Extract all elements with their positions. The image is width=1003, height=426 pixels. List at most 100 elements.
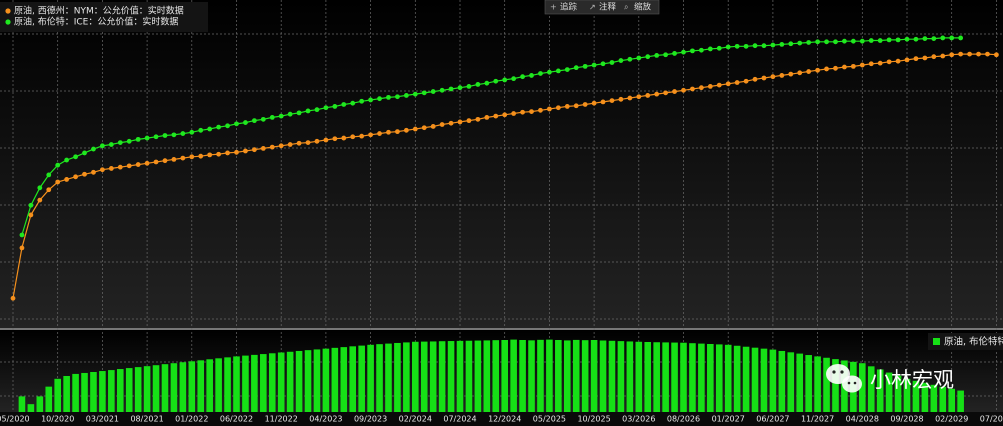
data-point: [824, 39, 829, 45]
toolbar-button[interactable]: 注释: [599, 2, 617, 13]
x-tick-label: 08/2026: [667, 415, 700, 424]
data-point: [520, 74, 525, 80]
data-point: [877, 38, 883, 43]
bar: [501, 340, 508, 412]
data-point: [547, 69, 552, 75]
bar: [72, 373, 79, 412]
data-point: [690, 48, 695, 54]
data-point: [663, 52, 669, 58]
data-point: [287, 142, 293, 147]
x-tick-label: 01/2022: [175, 415, 208, 424]
watermark-icon: [826, 364, 862, 393]
data-point: [448, 86, 454, 92]
bar: [143, 366, 151, 412]
data-point: [28, 212, 34, 218]
data-point: [350, 100, 356, 106]
data-point: [457, 119, 463, 125]
bar: [483, 340, 491, 412]
data-point: [73, 154, 78, 160]
legend-label: 原油, 布伦特：ICE：公允价值：实时数据: [14, 16, 178, 28]
data-point: [850, 38, 856, 44]
bar: [340, 347, 348, 412]
data-point: [761, 75, 767, 81]
bar: [179, 362, 187, 412]
data-point: [850, 63, 856, 69]
data-point: [439, 87, 445, 93]
data-point: [323, 137, 329, 143]
data-point: [815, 39, 820, 45]
data-point: [100, 167, 105, 173]
data-point: [743, 43, 749, 49]
data-point: [573, 103, 579, 109]
bar: [653, 342, 660, 412]
data-point: [64, 157, 70, 163]
toolbar-button[interactable]: 追踪: [560, 2, 578, 13]
bar: [36, 396, 44, 412]
data-point: [859, 38, 865, 44]
data-point: [260, 116, 266, 122]
data-point: [403, 93, 409, 98]
data-point: [886, 59, 892, 65]
data-point: [904, 57, 910, 63]
data-point: [198, 127, 204, 133]
bar: [474, 340, 482, 412]
x-tick-label: 10/2025: [577, 415, 610, 424]
data-point: [770, 42, 776, 48]
bar: [63, 376, 70, 412]
data-point: [609, 98, 615, 104]
bar: [367, 344, 374, 412]
bar: [581, 340, 589, 412]
bar: [420, 341, 428, 412]
data-point: [82, 171, 87, 177]
bar: [698, 343, 705, 412]
data-point: [716, 45, 722, 51]
x-tick-label: 07/2024: [443, 415, 476, 424]
data-point: [538, 107, 543, 113]
data-point: [824, 66, 829, 72]
data-point: [672, 51, 677, 56]
bar: [108, 370, 115, 412]
bar: [555, 340, 562, 412]
bar: [152, 365, 160, 412]
data-point: [600, 61, 606, 67]
data-point: [171, 132, 177, 138]
data-point: [502, 77, 508, 83]
data-point: [64, 177, 70, 182]
data-point: [886, 37, 892, 43]
data-point: [609, 60, 615, 65]
data-point: [135, 162, 141, 167]
x-tick-label: 10/2020: [41, 415, 74, 424]
data-point: [564, 104, 570, 109]
bar: [304, 350, 312, 412]
data-point: [645, 93, 651, 98]
data-point: [868, 38, 874, 43]
bar: [805, 355, 812, 412]
data-point: [144, 135, 150, 141]
data-point: [788, 71, 794, 77]
data-point: [654, 91, 660, 97]
bar: [814, 356, 821, 412]
data-point: [725, 44, 731, 50]
data-point: [448, 120, 454, 126]
toolbar-icon: ↗: [589, 3, 596, 12]
data-point: [386, 94, 391, 100]
data-point: [207, 126, 213, 132]
data-point: [421, 125, 427, 131]
toolbar-button[interactable]: 缩放: [634, 2, 652, 13]
bar: [331, 347, 339, 412]
data-point: [225, 150, 230, 156]
bar: [885, 372, 893, 412]
data-point: [243, 148, 248, 154]
data-point: [976, 51, 981, 57]
bar: [394, 342, 401, 412]
x-tick-label: 04/2023: [309, 415, 342, 424]
data-point: [940, 35, 946, 41]
data-point: [994, 52, 999, 58]
bar: [760, 348, 768, 412]
data-point: [430, 124, 436, 129]
bar: [465, 340, 473, 412]
data-point: [46, 172, 52, 178]
data-point: [421, 90, 427, 96]
data-point: [868, 61, 874, 67]
data-point: [967, 51, 972, 57]
